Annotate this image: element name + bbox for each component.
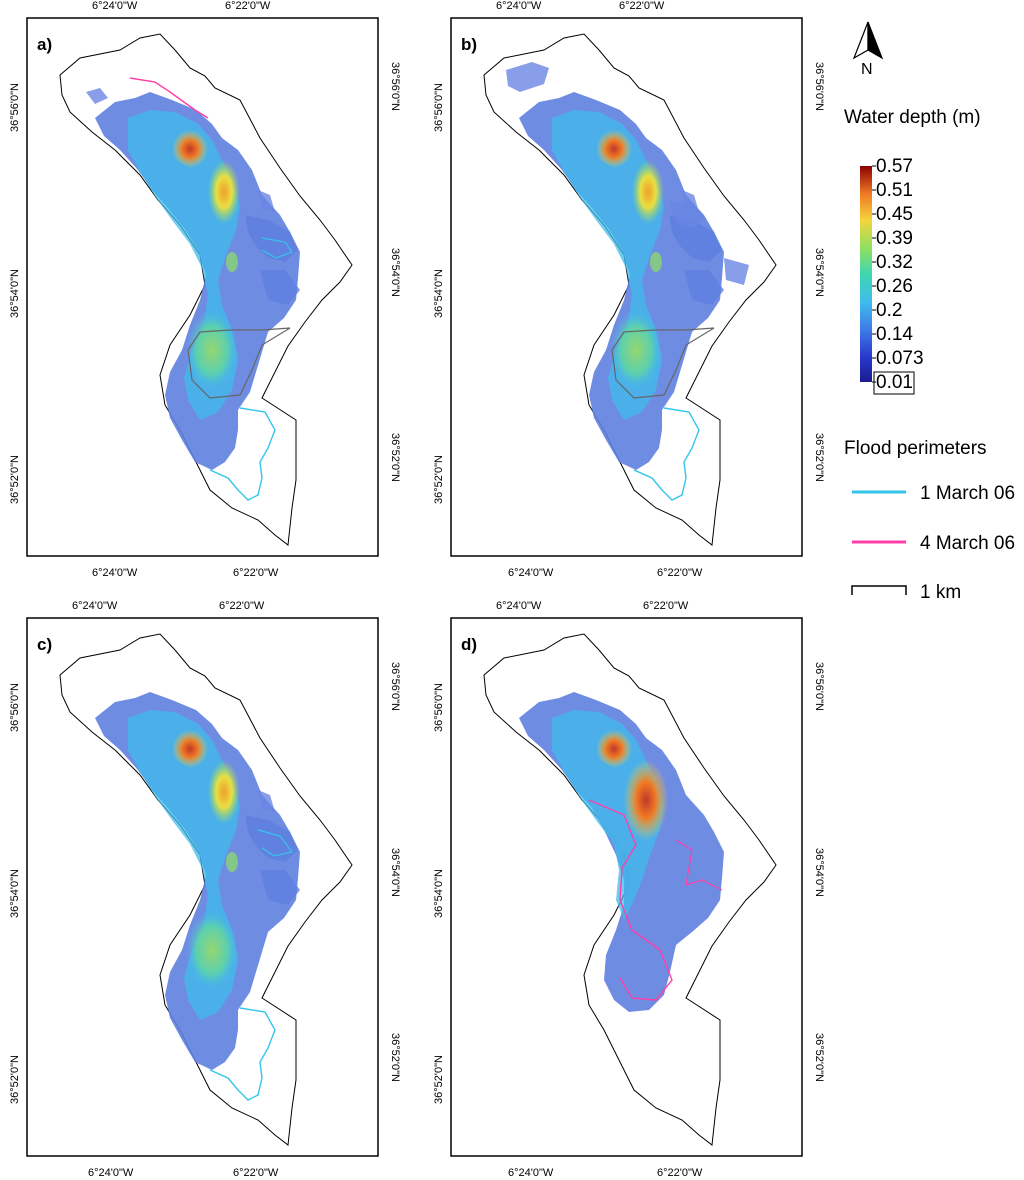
tick-lon-1: 6°24'0"W — [72, 600, 118, 612]
tick-lon-2: 6°22'0"W — [619, 0, 665, 12]
perimeter-label-1: 1 March 06 — [920, 483, 1015, 504]
tick-lon-1-bottom: 6°24'0"W — [92, 567, 138, 579]
tick-lat-2-right: 36°54'0"N — [389, 248, 401, 297]
tick-lat-1: 36°56'0"N — [433, 683, 445, 732]
north-arrow-icon: N — [852, 21, 884, 78]
legend: N Water depth (m) 0.570.510.450.390.320.… — [844, 21, 1015, 603]
perimeter-label-2: 4 March 06 — [920, 533, 1015, 554]
panel-label: c) — [37, 635, 52, 654]
perimeters-legend-title: Flood perimeters — [844, 438, 987, 459]
colorbar-tick-label: 0.01 — [876, 372, 913, 393]
scale-bar-label: 1 km — [920, 582, 961, 603]
tick-lat-2: 36°54'0"N — [9, 869, 21, 918]
tick-lat-1: 36°56'0"N — [9, 683, 21, 732]
tick-lon-2-bottom: 6°22'0"W — [233, 1167, 279, 1179]
tick-lat-1-right: 36°56'0"N — [389, 662, 401, 711]
panel-label: a) — [37, 35, 52, 54]
perimeter-4-march — [129, 77, 209, 119]
colorbar-min-box — [873, 371, 915, 395]
perimeter-1-march — [209, 407, 276, 501]
panel-label: d) — [461, 635, 477, 654]
depth-colorbar-ticks: 0.57 0.51 0.45 0.39 0.32 0.26 0.2 0.14 0.073 0.01 — [872, 156, 924, 395]
tick-lon-1: 6°24'0"W — [496, 0, 542, 12]
tick-lat-3: 36°52'0"N — [433, 1055, 445, 1104]
tick-lon-2-bottom: 6°22'0"W — [657, 1167, 703, 1179]
tick-lat-1: 36°56'0"N — [433, 83, 445, 132]
perimeter-grey — [187, 327, 291, 399]
depth-legend-title: Water depth (m) — [844, 107, 981, 128]
colorbar-tick-label: 0.39 — [876, 228, 913, 249]
tick-lat-1: 36°56'0"N — [9, 83, 21, 132]
north-letter: N — [861, 61, 873, 78]
tick-lat-3-right: 36°52'0"N — [389, 433, 401, 482]
tick-lat-2: 36°54'0"N — [9, 269, 21, 318]
tick-lat-3-right: 36°52'0"N — [813, 1033, 825, 1082]
tick-lat-2: 36°54'0"N — [433, 869, 445, 918]
map-panel-a: a) 6°24'0"W 6°22'0"W 6°24'0"W 6°22'0"W 3… — [9, 0, 401, 579]
map-panel-b: b) 6°24'0"W 6°22'0"W 6°24'0"W 6°22'0"W 3… — [433, 0, 825, 579]
tick-lat-2-right: 36°54'0"N — [813, 848, 825, 897]
colorbar-tick-label: 0.14 — [876, 324, 913, 345]
tick-lon-1: 6°24'0"W — [496, 600, 542, 612]
scale-bar — [851, 585, 907, 595]
tick-lon-1: 6°24'0"W — [92, 0, 138, 12]
tick-lon-2: 6°22'0"W — [643, 600, 689, 612]
colorbar-tick-label: 0.57 — [876, 156, 913, 177]
colorbar-tick-label: 0.2 — [876, 300, 902, 321]
tick-lat-3: 36°52'0"N — [9, 1055, 21, 1104]
tick-lat-3-right: 36°52'0"N — [813, 433, 825, 482]
tick-lat-1-right: 36°56'0"N — [389, 62, 401, 111]
panel-label: b) — [461, 35, 477, 54]
tick-lon-2-bottom: 6°22'0"W — [657, 567, 703, 579]
tick-lon-1-bottom: 6°24'0"W — [88, 1167, 134, 1179]
tick-lon-2: 6°22'0"W — [225, 0, 271, 12]
tick-lat-2-right: 36°54'0"N — [813, 248, 825, 297]
map-panel-c: c) 6°24'0"W 6°22'0"W 6°24'0"W 6°22'0"W 3… — [9, 600, 401, 1179]
tick-lon-1-bottom: 6°24'0"W — [508, 1167, 554, 1179]
colorbar-tick-label: 0.51 — [876, 180, 913, 201]
colorbar-tick-label: 0.32 — [876, 252, 913, 273]
tick-lon-1-bottom: 6°24'0"W — [508, 567, 554, 579]
tick-lat-2-right: 36°54'0"N — [389, 848, 401, 897]
colorbar-tick-label: 0.45 — [876, 204, 913, 225]
tick-lat-3: 36°52'0"N — [9, 455, 21, 504]
tick-lon-2-bottom: 6°22'0"W — [233, 567, 279, 579]
tick-lat-1-right: 36°56'0"N — [813, 662, 825, 711]
tick-lat-3-right: 36°52'0"N — [389, 1033, 401, 1082]
perimeter-1-march — [633, 407, 700, 501]
perimeter-1-march — [209, 1007, 276, 1101]
depth-colorbar — [860, 166, 872, 382]
perimeter-4-march — [588, 799, 673, 1001]
map-panel-d: d) 6°24'0"W 6°22'0"W 6°24'0"W 6°22'0"W 3… — [433, 600, 825, 1179]
colorbar-tick-label: 0.26 — [876, 276, 913, 297]
perimeter-grey — [611, 327, 715, 399]
tick-lat-2: 36°54'0"N — [433, 269, 445, 318]
colorbar-tick-label: 0.073 — [876, 348, 924, 369]
tick-lon-2: 6°22'0"W — [219, 600, 265, 612]
tick-lat-1-right: 36°56'0"N — [813, 62, 825, 111]
tick-lat-3: 36°52'0"N — [433, 455, 445, 504]
